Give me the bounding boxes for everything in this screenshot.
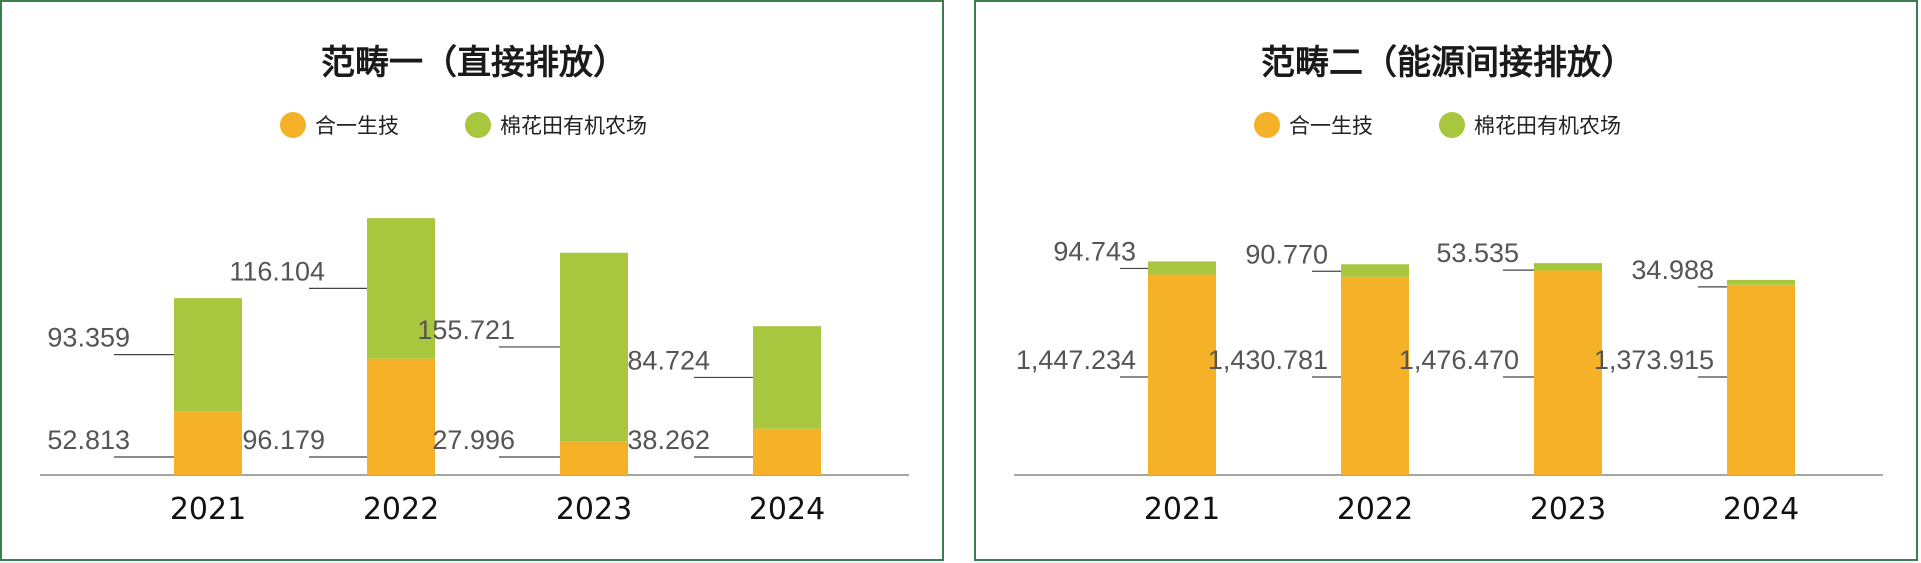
legend-label-series2: 棉花田有机农场 — [500, 114, 647, 138]
x-tick-label-2023: 2023 — [556, 492, 632, 527]
data-label-series1-2022: 1,430.781 — [1208, 345, 1328, 375]
data-label-series2-2024: 34.988 — [1631, 255, 1714, 285]
data-label-series1-2023: 27.996 — [432, 425, 515, 455]
bar-series2-2024 — [753, 326, 821, 429]
x-tick-label-2023: 2023 — [1530, 492, 1606, 527]
chart-marks: 1,447.234 94.743 2021 1,430.781 90.770 2022 1,… — [1016, 236, 1799, 527]
legend-label-series1: 合一生技 — [315, 114, 399, 138]
data-label-series1-2023: 1,476.470 — [1399, 345, 1519, 375]
data-label-series2-2021: 93.359 — [47, 323, 130, 353]
data-label-series2-2023: 53.535 — [1436, 238, 1519, 268]
bar-series2-2024 — [1727, 279, 1795, 285]
x-tick-label-2021: 2021 — [170, 492, 246, 527]
bar-series1-2023 — [560, 441, 628, 475]
data-label-series2-2023: 155.721 — [417, 315, 515, 345]
bar-series1-2022 — [1341, 276, 1409, 475]
bar-series1-2022 — [367, 358, 435, 475]
chart-scope2: 范畴二（能源间接排放） 合一生技 棉花田有机农场 1,447.234 94.743… — [1014, 43, 1883, 527]
bar-series2-2023 — [1534, 263, 1602, 271]
bar-series1-2023 — [1534, 270, 1602, 475]
bar-series2-2022 — [367, 218, 435, 359]
data-label-series2-2022: 90.770 — [1245, 239, 1328, 269]
legend: 合一生技 棉花田有机农场 — [1254, 112, 1621, 138]
bar-series2-2021 — [174, 298, 242, 412]
chart-title: 范畴一（直接排放） — [321, 43, 627, 83]
chart-panel-scope2: 范畴二（能源间接排放） 合一生技 棉花田有机农场 1,447.234 94.743… — [974, 0, 1918, 561]
bar-series1-2021 — [1148, 274, 1216, 475]
bar-series2-2021 — [1148, 261, 1216, 275]
chart-panel-scope1: 范畴一（直接排放） 合一生技 棉花田有机农场 52.813 93.359 2021 9… — [0, 0, 944, 561]
x-tick-label-2024: 2024 — [749, 492, 825, 527]
chart-title: 范畴二（能源间接排放） — [1261, 43, 1635, 83]
legend-swatch-series2 — [465, 112, 491, 138]
data-label-series1-2021: 52.813 — [47, 425, 130, 455]
data-label-series1-2024: 38.262 — [627, 425, 710, 455]
bar-series1-2021 — [174, 411, 242, 475]
legend-label-series1: 合一生技 — [1289, 114, 1373, 138]
legend-swatch-series1 — [280, 112, 306, 138]
x-tick-label-2022: 2022 — [1337, 492, 1413, 527]
chart-scope1: 范畴一（直接排放） 合一生技 棉花田有机农场 52.813 93.359 2021 9… — [40, 43, 909, 527]
data-label-series2-2021: 94.743 — [1053, 236, 1136, 266]
x-tick-label-2021: 2021 — [1144, 492, 1220, 527]
data-label-series1-2022: 96.179 — [242, 425, 325, 455]
data-label-series2-2022: 116.104 — [229, 256, 325, 286]
chart-marks: 52.813 93.359 2021 96.179 116.104 2022 27.996 1… — [47, 218, 825, 527]
legend-swatch-series2 — [1439, 112, 1465, 138]
bar-series1-2024 — [753, 428, 821, 475]
data-label-series1-2021: 1,447.234 — [1016, 345, 1136, 375]
legend-swatch-series1 — [1254, 112, 1280, 138]
legend-label-series2: 棉花田有机农场 — [1474, 114, 1621, 138]
data-label-series1-2024: 1,373.915 — [1594, 345, 1714, 375]
bar-series2-2023 — [560, 252, 628, 442]
bar-series1-2024 — [1727, 284, 1795, 475]
bar-series2-2022 — [1341, 264, 1409, 277]
data-label-series2-2024: 84.724 — [627, 345, 710, 375]
x-tick-label-2024: 2024 — [1723, 492, 1799, 527]
x-tick-label-2022: 2022 — [363, 492, 439, 527]
legend: 合一生技 棉花田有机农场 — [280, 112, 647, 138]
